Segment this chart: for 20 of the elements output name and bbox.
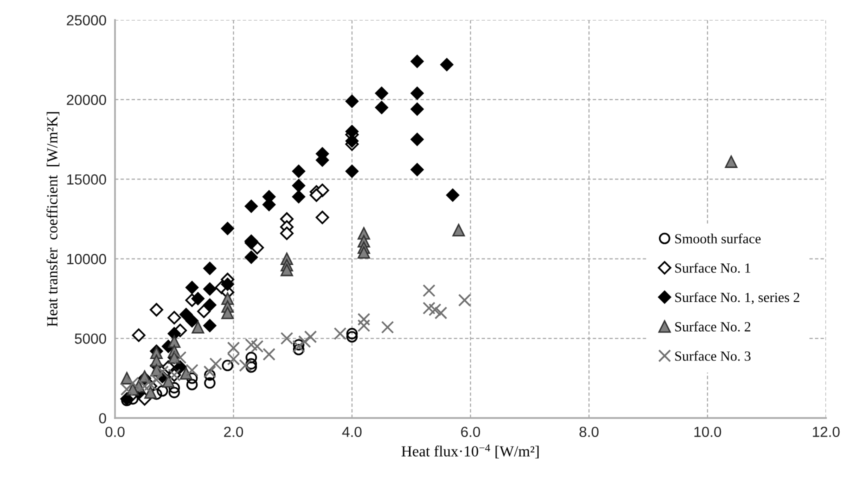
legend-label: Surface No. 1	[675, 262, 750, 273]
y-tick-label: 5000	[74, 334, 106, 344]
y-tick-label: 10000	[67, 254, 106, 264]
x-axis-title: Heat flux·10$^{−4}$ [W/m²]	[402, 444, 539, 458]
x-tick-label: 2.0	[224, 426, 244, 438]
x-tick-label: 4.0	[342, 426, 362, 438]
y-axis-title: Heat transfer coefficient [W/m²K]	[46, 112, 60, 327]
x-tick-label: 0.0	[105, 426, 125, 438]
x-tick-label: 10.0	[694, 426, 722, 438]
x-tick-label: 6.0	[461, 426, 480, 438]
legend-label: Smooth surface	[675, 234, 761, 244]
y-tick-label: 0	[99, 413, 106, 424]
x-tick-label: 8.0	[580, 426, 599, 438]
legend-label: Surface No. 2	[675, 322, 750, 332]
x-tick-label: 12.0	[812, 426, 840, 438]
legend-label: Surface No. 3	[675, 350, 751, 361]
y-tick-label: 25000	[66, 15, 106, 26]
y-tick-label: 20000	[66, 94, 106, 106]
y-tick-label: 15000	[67, 174, 106, 185]
legend-label: Surface No. 1, series 2	[675, 292, 800, 304]
